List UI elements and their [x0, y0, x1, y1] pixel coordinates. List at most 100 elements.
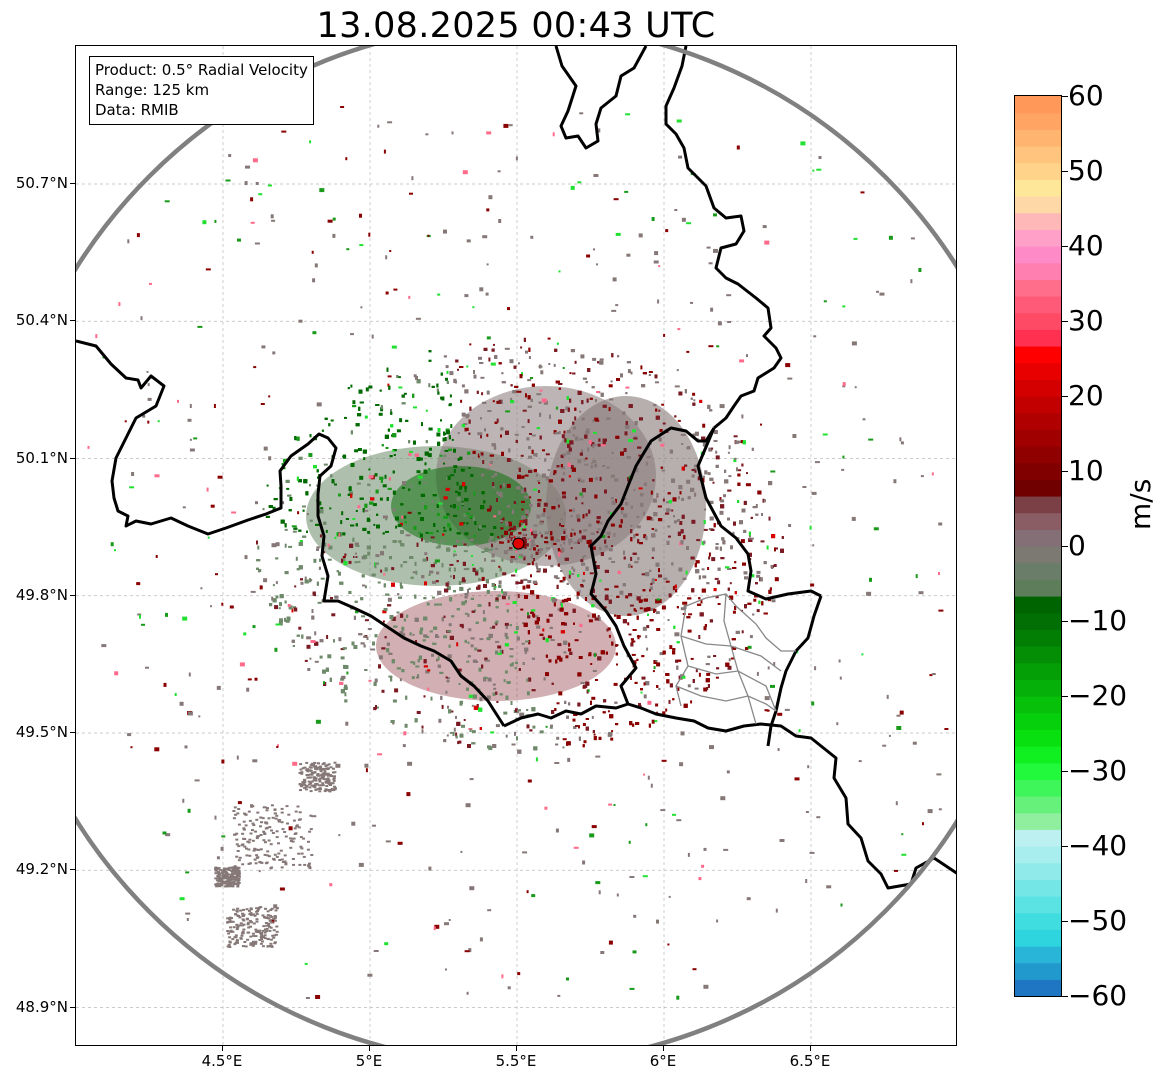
- colorbar-band-47: [1015, 196, 1061, 214]
- colorbar-tick-label-11: −50: [1068, 904, 1128, 937]
- colorbar-tick-label-2: 40: [1068, 229, 1104, 262]
- colorbar-band-40: [1015, 312, 1061, 330]
- product-label: Product: 0.5° Radial Velocity: [95, 61, 308, 79]
- colorbar-tick-label-10: −40: [1068, 829, 1128, 862]
- lat-tick-6: [70, 1006, 75, 1008]
- colorbar-band-5: [1015, 896, 1061, 914]
- colorbar-band-31: [1015, 462, 1061, 480]
- colorbar-tick-label-5: 10: [1068, 454, 1104, 487]
- map-canvas: [76, 46, 956, 1045]
- lat-tick-label-5: 49.2°N: [15, 860, 68, 879]
- lon-tick-label-3: 6°E: [649, 1052, 677, 1070]
- lat-tick-label-6: 48.9°N: [15, 997, 68, 1016]
- colorbar-tick-6: [1062, 546, 1068, 547]
- colorbar-band-18: [1015, 679, 1061, 697]
- lon-tick-label-1: 5°E: [355, 1052, 383, 1070]
- lat-tick-3: [70, 594, 75, 596]
- colorbar-band-49: [1015, 162, 1061, 180]
- colorbar-band-36: [1015, 379, 1061, 397]
- colorbar-band-34: [1015, 412, 1061, 430]
- germany-belgium-border: [696, 427, 822, 601]
- colorbar-tick-label-0: 60: [1068, 79, 1104, 112]
- colorbar-band-6: [1015, 879, 1061, 897]
- colorbar-band-2: [1015, 946, 1061, 964]
- germany-france-border: [627, 702, 956, 890]
- lat-tick-4: [70, 732, 75, 733]
- colorbar-tick-label-12: −60: [1068, 979, 1128, 1012]
- colorbar-tick-label-3: 30: [1068, 304, 1104, 337]
- echo-blob-2: [546, 396, 706, 616]
- colorbar-band-46: [1015, 212, 1061, 230]
- colorbar-band-39: [1015, 329, 1061, 347]
- colorbar-band-37: [1015, 362, 1061, 380]
- colorbar-tick-2: [1062, 246, 1068, 247]
- lat-tick-0: [70, 183, 75, 184]
- colorbar-band-7: [1015, 862, 1061, 880]
- colorbar-band-23: [1015, 596, 1061, 614]
- germany-nl-border-north: [554, 46, 648, 150]
- colorbar-tick-label-9: −30: [1068, 754, 1128, 787]
- colorbar-band-10: [1015, 812, 1061, 830]
- colorbar-band-32: [1015, 446, 1061, 464]
- germany-belgium-border-north: [664, 46, 783, 430]
- lon-tick-0: [222, 1046, 223, 1051]
- colorbar-band-12: [1015, 779, 1061, 797]
- colorbar-band-50: [1015, 146, 1061, 164]
- colorbar-band-17: [1015, 696, 1061, 714]
- colorbar-tick-label-6: 0: [1068, 529, 1086, 562]
- colorbar-band-11: [1015, 796, 1061, 814]
- range-label: Range: 125 km: [95, 81, 210, 99]
- colorbar-band-43: [1015, 262, 1061, 280]
- colorbar-tick-label-1: 50: [1068, 154, 1104, 187]
- colorbar-band-3: [1015, 929, 1061, 947]
- belgium-border-south: [503, 702, 629, 728]
- colorbar-tick-3: [1062, 321, 1068, 322]
- colorbar-band-0: [1015, 979, 1061, 996]
- colorbar-tick-1: [1062, 171, 1068, 172]
- luxembourg-cantons: [675, 593, 796, 725]
- colorbar-band-27: [1015, 529, 1061, 547]
- colorbar-band-51: [1015, 129, 1061, 147]
- colorbar-tick-8: [1062, 696, 1068, 697]
- germany-lux-border-east: [766, 595, 823, 747]
- radar-map[interactable]: [75, 45, 957, 1046]
- lat-tick-5: [70, 869, 75, 871]
- colorbar-band-29: [1015, 496, 1061, 514]
- colorbar-tick-label-7: −10: [1068, 604, 1128, 637]
- colorbar-tick-7: [1062, 621, 1068, 622]
- lat-tick-2: [70, 457, 75, 459]
- colorbar-band-38: [1015, 346, 1061, 364]
- colorbar-tick-label-8: −20: [1068, 679, 1128, 712]
- colorbar-band-35: [1015, 396, 1061, 414]
- product-info-box: Product: 0.5° Radial Velocity Range: 125…: [89, 56, 314, 125]
- colorbar-band-15: [1015, 729, 1061, 747]
- colorbar-band-4: [1015, 912, 1061, 930]
- country-borders: [76, 46, 956, 890]
- colorbar-band-42: [1015, 279, 1061, 297]
- colorbar-tick-4: [1062, 396, 1068, 397]
- lat-tick-label-4: 49.5°N: [15, 723, 68, 741]
- colorbar-band-45: [1015, 229, 1061, 247]
- colorbar-gradient: [1015, 96, 1061, 996]
- colorbar-tick-10: [1062, 846, 1068, 847]
- colorbar-band-9: [1015, 829, 1061, 847]
- colorbar-band-19: [1015, 662, 1061, 680]
- radar-site-marker[interactable]: [512, 537, 525, 550]
- colorbar-band-52: [1015, 112, 1061, 130]
- lon-tick-label-2: 5.5°E: [495, 1052, 537, 1070]
- colorbar-tick-11: [1062, 921, 1068, 922]
- colorbar-tick-0: [1062, 96, 1068, 97]
- colorbar-unit-label: m/s: [1124, 478, 1157, 530]
- colorbar-band-22: [1015, 612, 1061, 630]
- colorbar-band-20: [1015, 646, 1061, 664]
- colorbar-band-53: [1015, 96, 1061, 114]
- lon-tick-3: [663, 1046, 664, 1051]
- colorbar-tick-5: [1062, 471, 1068, 472]
- lat-tick-label-3: 49.8°N: [15, 585, 68, 604]
- data-source-label: Data: RMIB: [95, 101, 179, 119]
- colorbar-tick-label-4: 20: [1068, 379, 1104, 412]
- colorbar-band-14: [1015, 746, 1061, 764]
- lat-tick-label-0: 50.7°N: [15, 174, 68, 192]
- lon-tick-label-0: 4.5°E: [201, 1052, 243, 1070]
